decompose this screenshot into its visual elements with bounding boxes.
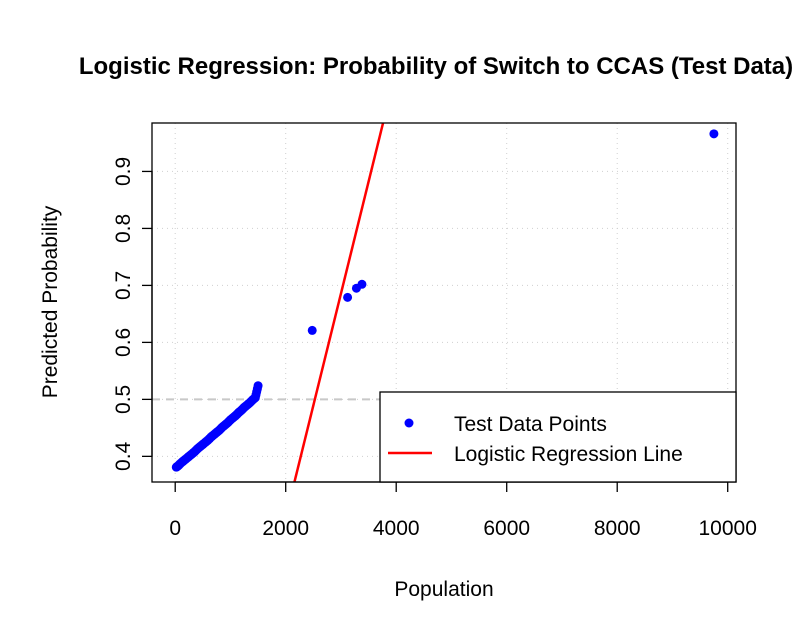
x-tick-label: 4000 [373,517,420,540]
y-tick-label: 0.8 [112,214,135,243]
data-point [253,381,263,391]
x-tick-label: 6000 [483,517,530,540]
x-axis: 0 2000 4000 6000 8000 10000 [169,481,757,540]
x-tick-label: 10000 [699,517,757,540]
points-layer [171,129,719,472]
data-point [307,325,317,335]
legend: Test Data Points Logistic Regression Lin… [379,391,737,483]
regression-line-layer [293,123,385,482]
x-tick-label: 8000 [594,517,641,540]
data-point [709,129,719,139]
y-tick-label: 0.7 [112,271,135,300]
x-axis-label: Population [394,578,493,601]
legend-label-points: Test Data Points [454,413,607,436]
data-point [250,393,260,403]
y-axis: 0.4 0.5 0.6 0.7 0.8 0.9 [112,157,153,471]
chart-title: Logistic Regression: Probability of Swit… [79,53,793,80]
y-tick-label: 0.5 [112,385,135,414]
x-tick-label: 0 [169,517,181,540]
y-axis-label: Predicted Probability [39,205,62,398]
legend-label-line: Logistic Regression Line [454,443,683,466]
y-tick-label: 0.6 [112,328,135,357]
data-point [343,292,353,302]
x-tick-label: 2000 [262,517,309,540]
data-point [357,279,367,289]
y-tick-label: 0.9 [112,157,135,186]
regression-line [293,123,385,482]
y-tick-label: 0.4 [112,441,135,471]
legend-point-marker [404,418,414,428]
legend-box [379,391,737,483]
